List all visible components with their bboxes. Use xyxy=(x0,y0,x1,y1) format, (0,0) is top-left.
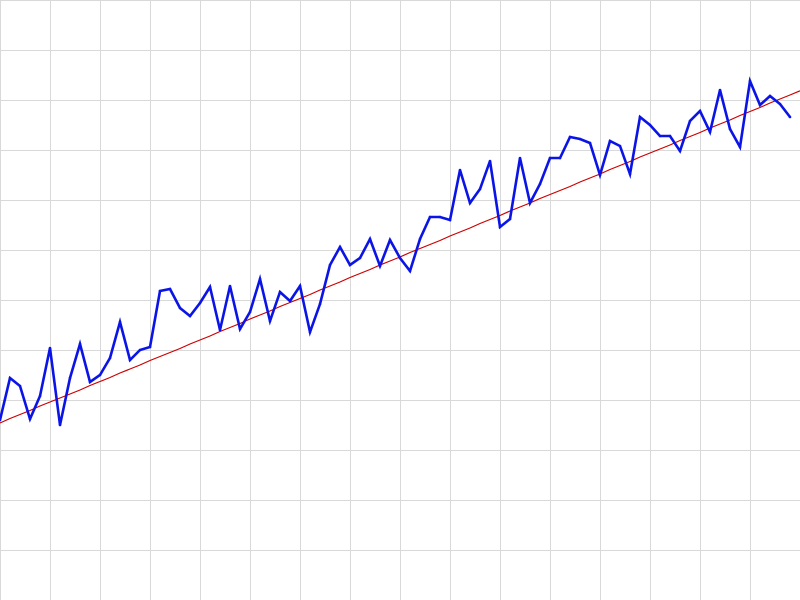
data-point xyxy=(648,123,652,127)
data-point xyxy=(678,149,682,153)
data-point xyxy=(348,263,352,267)
data-point xyxy=(598,173,602,177)
data-point xyxy=(288,299,292,303)
data-point xyxy=(758,103,762,107)
data-point xyxy=(448,218,452,222)
data-point xyxy=(108,356,112,360)
data-point xyxy=(58,423,62,427)
data-point xyxy=(718,88,722,92)
data-point xyxy=(478,187,482,191)
data-point xyxy=(708,130,712,134)
data-point xyxy=(468,201,472,205)
data-point xyxy=(668,134,672,138)
data-point xyxy=(728,127,732,131)
data-point xyxy=(518,156,522,160)
data-point xyxy=(198,301,202,305)
data-point xyxy=(218,328,222,332)
data-point xyxy=(358,256,362,260)
data-point xyxy=(98,373,102,377)
data-point xyxy=(0,418,2,422)
data-point xyxy=(658,134,662,138)
data-point xyxy=(338,245,342,249)
data-point xyxy=(268,319,272,323)
data-point xyxy=(618,144,622,148)
data-point xyxy=(608,139,612,143)
data-point xyxy=(38,394,42,398)
data-point xyxy=(208,285,212,289)
data-point xyxy=(548,156,552,160)
data-point xyxy=(438,215,442,219)
data-point xyxy=(48,346,52,350)
data-point xyxy=(488,159,492,163)
data-point xyxy=(248,310,252,314)
data-point xyxy=(28,417,32,421)
data-point xyxy=(278,290,282,294)
data-point xyxy=(768,94,772,98)
data-point xyxy=(578,137,582,141)
series-layer xyxy=(0,76,800,427)
data-point xyxy=(698,109,702,113)
data-point xyxy=(88,380,92,384)
data-point xyxy=(158,289,162,293)
data-point xyxy=(68,376,72,380)
data-point xyxy=(258,277,262,281)
data-point xyxy=(388,238,392,242)
data-point xyxy=(298,284,302,288)
data-point xyxy=(428,215,432,219)
data-point xyxy=(308,330,312,334)
data-point xyxy=(318,302,322,306)
data-point xyxy=(378,264,382,268)
data-point xyxy=(168,287,172,291)
data-point xyxy=(738,145,742,149)
data-point xyxy=(588,141,592,145)
data-point xyxy=(138,348,142,352)
data-point xyxy=(188,314,192,318)
data-point xyxy=(788,115,792,119)
data-point xyxy=(408,269,412,273)
data-point xyxy=(558,156,562,160)
data-point xyxy=(368,237,372,241)
data-point xyxy=(778,102,782,106)
data-point xyxy=(628,172,632,176)
data-point xyxy=(8,376,12,380)
data-point xyxy=(508,217,512,221)
data-point xyxy=(398,256,402,260)
data-point xyxy=(418,237,422,241)
data-point xyxy=(528,201,532,205)
data-point xyxy=(238,327,242,331)
data-point xyxy=(638,115,642,119)
data-point xyxy=(78,342,82,346)
data-point xyxy=(458,168,462,172)
data-point xyxy=(328,263,332,267)
data-point xyxy=(148,345,152,349)
data-point xyxy=(748,79,752,83)
data-point xyxy=(128,358,132,362)
data-point xyxy=(18,384,22,388)
data-point xyxy=(178,306,182,310)
data-point xyxy=(688,119,692,123)
data-point xyxy=(538,182,542,186)
data-series-line xyxy=(0,76,792,426)
data-point xyxy=(498,225,502,229)
data-point xyxy=(568,135,572,139)
data-point xyxy=(228,284,232,288)
data-point xyxy=(118,320,122,324)
